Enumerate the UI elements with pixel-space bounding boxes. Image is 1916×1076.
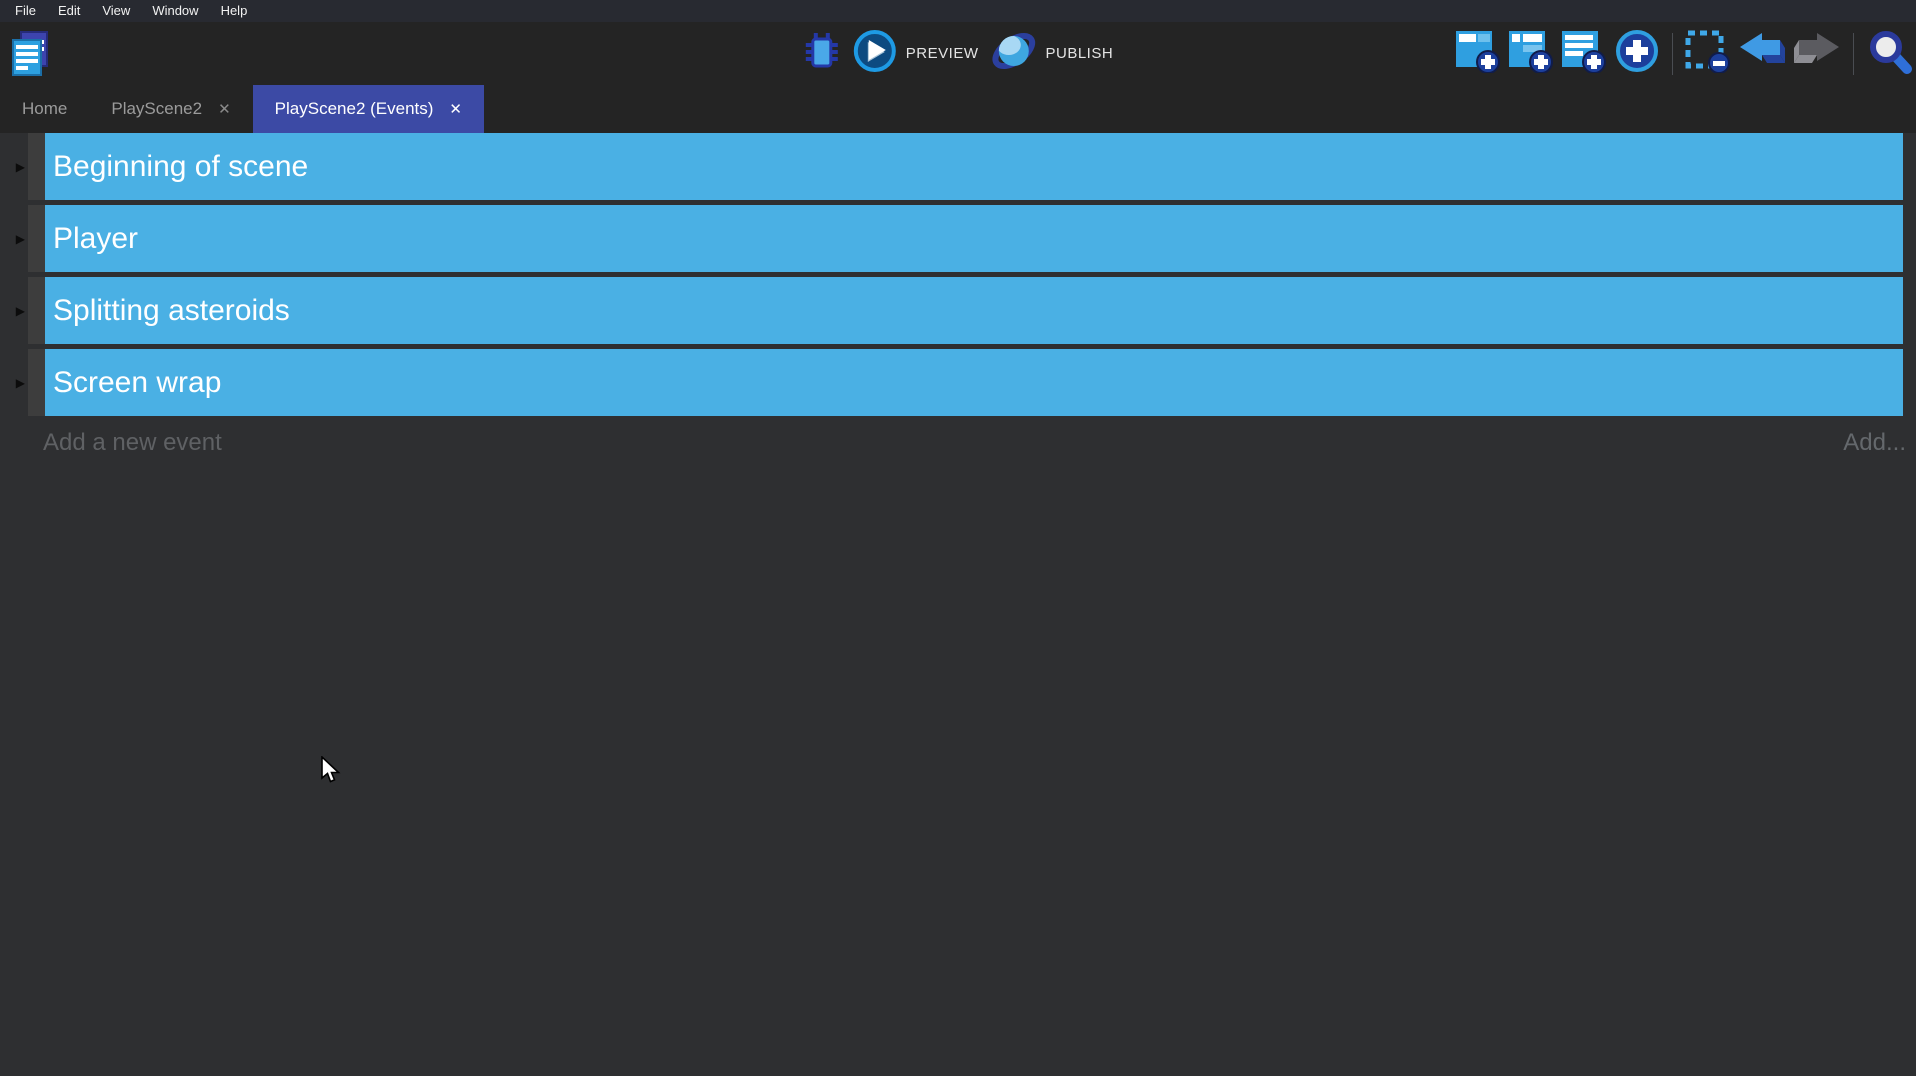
collapse-arrow-icon[interactable]: ▶	[15, 231, 25, 246]
menu-view[interactable]: View	[102, 3, 131, 18]
event-group-row[interactable]: ▶ Screen wrap	[0, 349, 1916, 416]
event-group-title: Splitting asteroids	[53, 293, 290, 327]
event-group-row[interactable]: ▶ Beginning of scene	[0, 133, 1916, 200]
close-icon[interactable]: ✕	[218, 101, 231, 118]
event-group-title: Player	[53, 221, 139, 255]
circle-plus-icon	[1614, 28, 1660, 79]
collapse-cell: ▶	[0, 277, 28, 344]
preview-button[interactable]: PREVIEW	[853, 29, 979, 78]
toolbar-separator	[1672, 32, 1673, 75]
menu-bar: File Edit View Window Help	[0, 0, 1916, 22]
collapse-arrow-icon[interactable]: ▶	[15, 375, 25, 390]
tab-playscene2-events[interactable]: PlayScene2 (Events) ✕	[252, 85, 484, 133]
redo-arrow-icon	[1793, 31, 1841, 76]
event-group-bar[interactable]: Beginning of scene	[45, 133, 1903, 200]
event-group-title: Screen wrap	[53, 365, 222, 399]
event-drag-strip[interactable]	[28, 133, 45, 200]
tab-label: PlayScene2	[111, 99, 203, 118]
events-sheet: ▶ Beginning of scene ▶ Player ▶ Splittin…	[0, 133, 1916, 465]
debugger-bug-icon	[803, 30, 841, 77]
redo-button[interactable]	[1793, 31, 1841, 76]
event-group-row[interactable]: ▶ Splitting asteroids	[0, 277, 1916, 344]
event-drag-strip[interactable]	[28, 205, 45, 272]
collapse-arrow-icon[interactable]: ▶	[15, 159, 25, 174]
event-group-row[interactable]: ▶ Player	[0, 205, 1916, 272]
event-group-bar[interactable]: Player	[45, 205, 1903, 272]
mouse-cursor	[320, 755, 344, 789]
tab-home[interactable]: Home	[0, 85, 89, 133]
event-group-bar[interactable]: Screen wrap	[45, 349, 1903, 416]
toolbar-separator	[1853, 32, 1854, 75]
menu-file[interactable]: File	[15, 3, 36, 18]
add-comment-icon	[1561, 29, 1607, 78]
debugger-button[interactable]	[803, 30, 841, 77]
dashed-square-minus-icon	[1685, 29, 1731, 78]
tab-playscene2[interactable]: PlayScene2 ✕	[89, 85, 252, 133]
add-subevent-icon	[1508, 29, 1554, 78]
collapse-cell: ▶	[0, 349, 28, 416]
add-event-row: Add a new event Add...	[0, 421, 1916, 465]
add-event-icon	[1455, 29, 1501, 78]
event-group-title: Beginning of scene	[53, 149, 309, 183]
preview-label: PREVIEW	[905, 45, 979, 62]
preview-play-icon	[853, 29, 897, 78]
menu-edit[interactable]: Edit	[57, 3, 81, 18]
add-event-link[interactable]: Add...	[1843, 429, 1906, 456]
collapse-cell: ▶	[0, 205, 28, 272]
remove-selection-button[interactable]	[1685, 29, 1731, 78]
event-group-bar[interactable]: Splitting asteroids	[45, 277, 1903, 344]
tab-bar: Home PlayScene2 ✕ PlayScene2 (Events) ✕	[0, 85, 1916, 133]
publish-planet-icon	[990, 28, 1036, 79]
event-drag-strip[interactable]	[28, 277, 45, 344]
add-comment-button[interactable]	[1561, 29, 1607, 78]
add-subevent-button[interactable]	[1508, 29, 1554, 78]
tab-label: Home	[22, 99, 68, 118]
project-manager-button[interactable]	[10, 31, 50, 82]
main-toolbar: PREVIEW PUBLISH	[0, 22, 1916, 85]
project-manager-icon	[10, 31, 50, 82]
publish-button[interactable]: PUBLISH	[990, 28, 1113, 79]
collapse-cell: ▶	[0, 133, 28, 200]
close-icon[interactable]: ✕	[449, 101, 462, 118]
undo-button[interactable]	[1738, 31, 1786, 76]
search-icon	[1866, 28, 1912, 79]
event-drag-strip[interactable]	[28, 349, 45, 416]
choose-event-button[interactable]	[1614, 28, 1660, 79]
tab-label: PlayScene2 (Events)	[274, 99, 434, 118]
undo-arrow-icon	[1738, 31, 1786, 76]
add-event-placeholder[interactable]: Add a new event	[43, 429, 222, 456]
menu-help[interactable]: Help	[220, 3, 248, 18]
add-event-button[interactable]	[1455, 29, 1501, 78]
collapse-arrow-icon[interactable]: ▶	[15, 303, 25, 318]
search-button[interactable]	[1866, 28, 1912, 79]
menu-window[interactable]: Window	[152, 3, 199, 18]
publish-label: PUBLISH	[1045, 45, 1114, 62]
